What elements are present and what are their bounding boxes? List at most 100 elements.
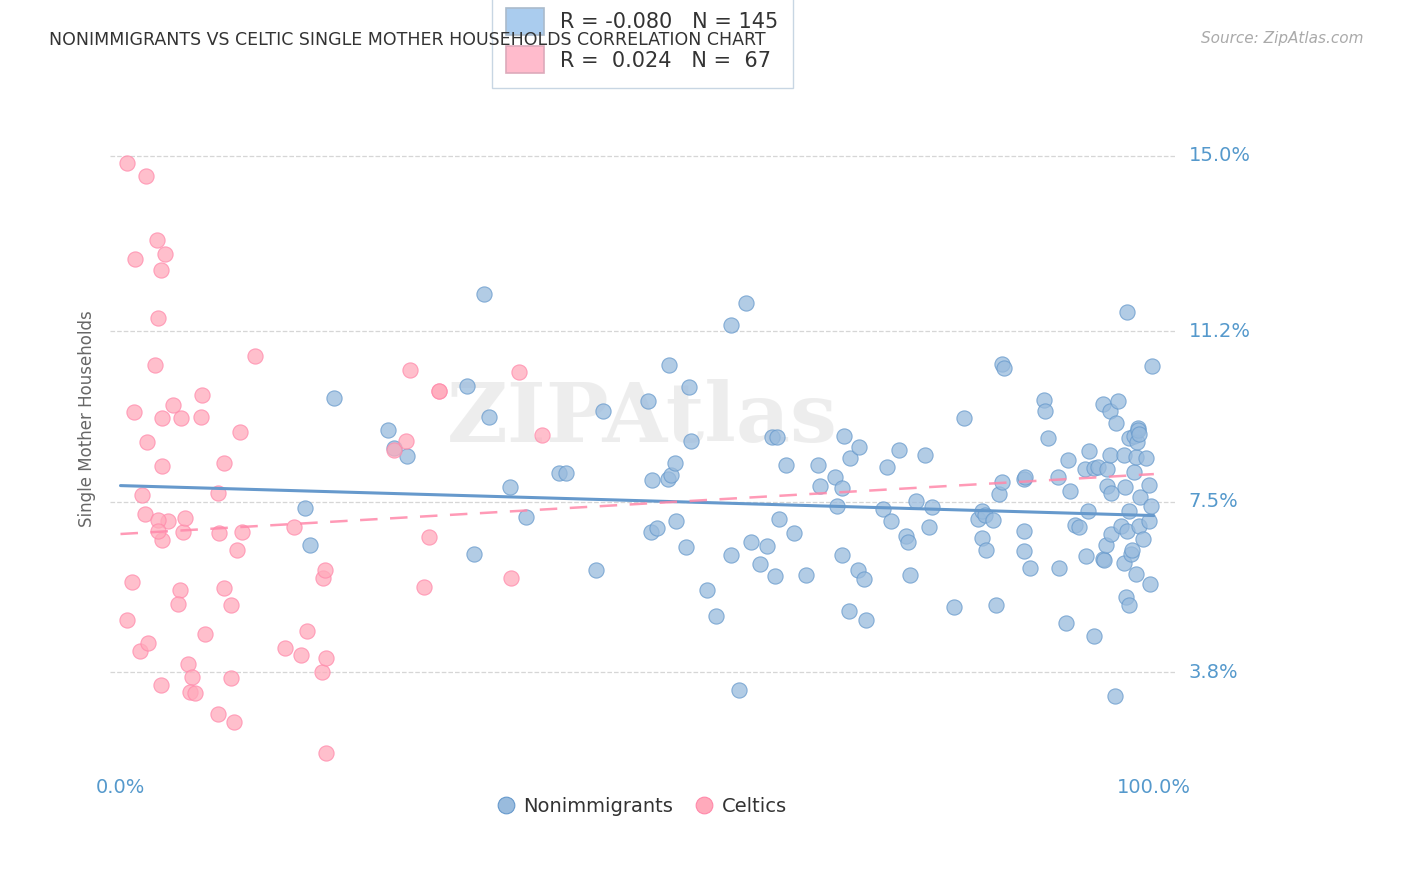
Point [1118, 598, 1140, 612]
Point [1112, 448, 1135, 462]
Point [1059, 484, 1081, 499]
Point [229, 425, 252, 439]
Point [1109, 519, 1132, 533]
Point [515, 509, 537, 524]
Point [190, 409, 212, 424]
Point [734, 296, 756, 310]
Point [427, 384, 450, 398]
Point [463, 547, 485, 561]
Point [761, 430, 783, 444]
Point [972, 531, 994, 545]
Point [966, 512, 988, 526]
Point [155, 247, 177, 261]
Point [1118, 431, 1140, 445]
Point [675, 540, 697, 554]
Point [1091, 552, 1114, 566]
Point [645, 521, 668, 535]
Point [150, 262, 173, 277]
Point [914, 448, 936, 462]
Point [146, 233, 169, 247]
Point [990, 475, 1012, 489]
Point [177, 657, 200, 671]
Point [775, 458, 797, 473]
Point [1140, 359, 1163, 373]
Point [1125, 566, 1147, 581]
Point [1077, 504, 1099, 518]
Point [768, 512, 790, 526]
Point [181, 670, 204, 684]
Point [942, 599, 965, 614]
Point [207, 707, 229, 722]
Point [766, 430, 789, 444]
Point [1137, 514, 1160, 528]
Point [231, 524, 253, 539]
Y-axis label: Single Mother Households: Single Mother Households [79, 310, 96, 527]
Point [1092, 553, 1115, 567]
Point [170, 411, 193, 425]
Point [143, 358, 166, 372]
Point [1099, 486, 1122, 500]
Point [921, 500, 943, 514]
Point [1121, 547, 1143, 561]
Point [478, 410, 501, 425]
Point [298, 538, 321, 552]
Point [314, 563, 336, 577]
Point [1076, 549, 1098, 563]
Point [876, 459, 898, 474]
Point [395, 449, 418, 463]
Point [427, 384, 450, 399]
Point [585, 563, 607, 577]
Point [377, 424, 399, 438]
Point [1095, 538, 1118, 552]
Point [976, 543, 998, 558]
Point [1074, 461, 1097, 475]
Point [696, 582, 718, 597]
Point [311, 665, 333, 679]
Point [838, 604, 860, 618]
Point [172, 525, 194, 540]
Point [115, 613, 138, 627]
Point [898, 567, 921, 582]
Point [166, 598, 188, 612]
Point [226, 542, 249, 557]
Point [150, 459, 173, 474]
Point [273, 640, 295, 655]
Point [984, 598, 1007, 612]
Point [128, 644, 150, 658]
Point [162, 398, 184, 412]
Point [728, 682, 751, 697]
Text: NONIMMIGRANTS VS CELTIC SINGLE MOTHER HOUSEHOLDS CORRELATION CHART: NONIMMIGRANTS VS CELTIC SINGLE MOTHER HO… [49, 31, 766, 49]
Point [1128, 519, 1150, 533]
Point [740, 535, 762, 549]
Point [122, 405, 145, 419]
Point [640, 524, 662, 539]
Point [555, 467, 578, 481]
Text: 11.2%: 11.2% [1188, 322, 1250, 341]
Point [988, 487, 1011, 501]
Point [855, 613, 877, 627]
Point [664, 456, 686, 470]
Point [1092, 396, 1115, 410]
Point [848, 440, 870, 454]
Point [1012, 544, 1035, 558]
Point [763, 569, 786, 583]
Point [852, 572, 875, 586]
Point [1047, 561, 1070, 575]
Point [904, 494, 927, 508]
Point [1083, 629, 1105, 643]
Point [720, 549, 742, 563]
Point [1132, 532, 1154, 546]
Point [1095, 479, 1118, 493]
Point [179, 685, 201, 699]
Point [1069, 520, 1091, 534]
Point [1137, 477, 1160, 491]
Point [1033, 393, 1056, 408]
Point [456, 379, 478, 393]
Point [418, 530, 440, 544]
Point [897, 535, 920, 549]
Point [1135, 450, 1157, 465]
Point [755, 539, 778, 553]
Point [993, 361, 1015, 376]
Point [1035, 404, 1057, 418]
Point [659, 467, 682, 482]
